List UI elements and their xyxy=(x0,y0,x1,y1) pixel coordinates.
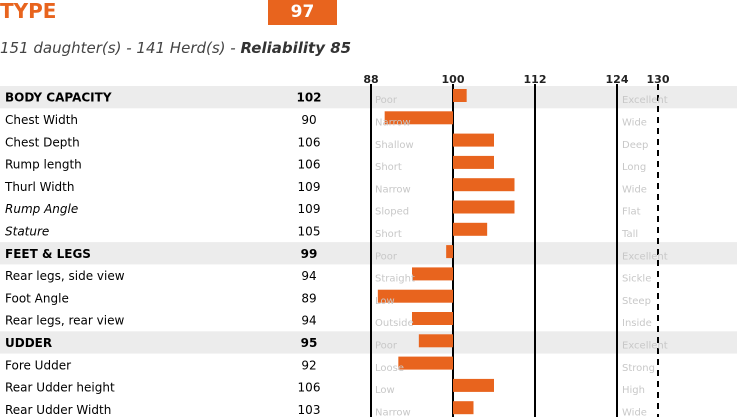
trait-value: 106 xyxy=(298,135,321,149)
trait-bar xyxy=(453,222,488,236)
trait-bar xyxy=(453,401,474,415)
section-label: UDDER xyxy=(5,336,52,350)
trait-bar xyxy=(453,178,515,192)
trait-label: Chest Width xyxy=(5,113,78,127)
scale-high-label: Steep xyxy=(622,296,651,307)
section-label: BODY CAPACITY xyxy=(5,91,112,105)
trait-value: 95 xyxy=(301,336,318,350)
scale-low-label: Narrow xyxy=(375,407,411,417)
trait-label: Rump length xyxy=(5,158,82,172)
axis-tick-label: 88 xyxy=(363,73,378,86)
trait-label: Rear legs, side view xyxy=(5,269,125,283)
scale-high-label: High xyxy=(622,385,645,396)
trait-bar xyxy=(453,378,494,392)
section-row-bg xyxy=(0,331,737,354)
trait-label: Rear Udder Width xyxy=(5,403,111,417)
section-title: TYPE xyxy=(0,0,57,23)
scale-low-label: Poor xyxy=(375,340,398,351)
scale-low-label: Narrow xyxy=(375,184,411,195)
axis-tick-label: 100 xyxy=(442,73,465,86)
scale-high-label: Deep xyxy=(622,140,648,151)
trait-value: 106 xyxy=(298,158,321,172)
scale-low-label: Low xyxy=(375,385,395,396)
scale-high-label: Wide xyxy=(622,407,647,417)
scale-high-label: Sickle xyxy=(622,274,651,285)
trait-value: 103 xyxy=(298,403,321,417)
trait-bar xyxy=(412,312,453,325)
trait-bar xyxy=(384,111,453,125)
trait-bar xyxy=(453,200,515,214)
scale-high-label: Excellent xyxy=(622,340,668,351)
trait-value: 89 xyxy=(301,291,316,305)
scale-low-label: Poor xyxy=(375,251,398,262)
scale-high-label: Strong xyxy=(622,363,655,374)
trait-label: Thurl Width xyxy=(4,180,75,194)
scale-low-label: Short xyxy=(375,229,402,240)
scale-low-label: Poor xyxy=(375,95,398,106)
scale-high-label: Flat xyxy=(622,207,641,218)
scale-high-label: Wide xyxy=(622,184,647,195)
scale-low-label: Shallow xyxy=(375,140,414,151)
scale-low-label: Short xyxy=(375,162,402,173)
trait-value: 94 xyxy=(301,314,316,328)
trait-value: 109 xyxy=(298,180,321,194)
stats-line: 151 daughter(s) - 141 Herd(s) - Reliabil… xyxy=(0,39,352,57)
trait-value: 105 xyxy=(298,224,321,238)
trait-label: Rear Udder height xyxy=(5,381,115,395)
trait-bar xyxy=(453,89,467,102)
section-label: FEET & LEGS xyxy=(5,247,91,261)
scale-high-label: Inside xyxy=(622,318,652,329)
axis-tick-label: 130 xyxy=(647,73,670,86)
daughters-count: 151 daughter(s) xyxy=(0,39,122,57)
scale-high-label: Wide xyxy=(622,117,647,128)
scale-low-label: Sloped xyxy=(375,207,409,218)
trait-label: Fore Udder xyxy=(5,358,71,372)
scale-high-label: Excellent xyxy=(622,95,668,106)
trait-label: Chest Depth xyxy=(5,135,80,149)
trait-value: 94 xyxy=(301,269,316,283)
trait-value: 102 xyxy=(296,91,321,105)
trait-value: 106 xyxy=(298,381,321,395)
axis-tick-label: 124 xyxy=(606,73,629,86)
trait-label: Rump Angle xyxy=(5,202,78,216)
section-row-bg xyxy=(0,242,737,265)
trait-value: 90 xyxy=(301,113,316,127)
trait-bar xyxy=(377,289,453,303)
section-row-bg xyxy=(0,86,737,109)
trait-value: 109 xyxy=(298,202,321,216)
trait-value: 92 xyxy=(301,358,316,372)
axis-tick-label: 112 xyxy=(524,73,547,86)
trait-bar xyxy=(398,356,453,370)
trait-label: Rear legs, rear view xyxy=(5,314,124,328)
trait-label: Foot Angle xyxy=(5,291,69,305)
scale-low-label: Outside xyxy=(375,318,414,329)
scale-low-label: Narrow xyxy=(375,117,411,128)
scale-low-label: Loose xyxy=(375,363,404,374)
trait-bar xyxy=(453,155,494,169)
reliability-value: Reliability 85 xyxy=(240,39,352,57)
scale-high-label: Tall xyxy=(621,229,638,240)
scale-low-label: Low xyxy=(375,296,395,307)
trait-bar xyxy=(453,133,494,147)
overall-score-badge: 97 xyxy=(268,0,337,25)
trait-value: 99 xyxy=(301,247,318,261)
trait-bar xyxy=(446,245,453,259)
trait-label: Stature xyxy=(5,224,49,238)
herds-count: 141 Herd(s) xyxy=(136,39,226,57)
scale-high-label: Long xyxy=(622,162,646,173)
trait-bar xyxy=(418,334,453,348)
trait-bar xyxy=(412,267,453,281)
scale-high-label: Excellent xyxy=(622,251,668,262)
scale-low-label: Straight xyxy=(375,274,415,285)
